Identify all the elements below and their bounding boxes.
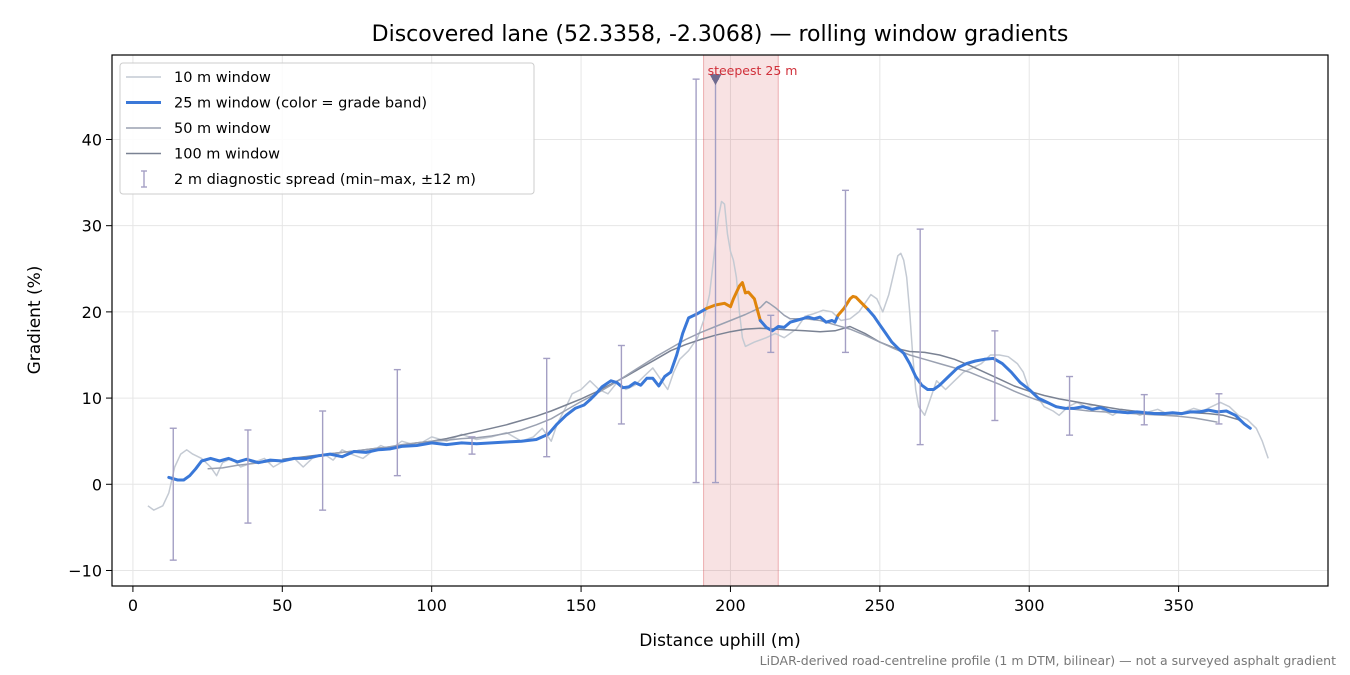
x-tick-label: 0 [128,596,138,615]
error-bar [916,228,924,446]
y-tick-label: 0 [92,475,102,494]
x-tick-label: 200 [715,596,746,615]
y-tick-label: 10 [82,389,102,408]
y-tick-label: 30 [82,217,102,236]
series-25m-segment [167,306,709,482]
error-bar [692,78,700,484]
x-axis-label: Distance uphill (m) [639,631,800,651]
legend-entry: 100 m window [126,147,280,163]
legend-label: 100 m window [174,147,280,163]
series-25m-segment [836,294,870,317]
legend-label: 25 m window (color = grade band) [174,96,427,112]
legend-entry: 2 m diagnostic spread (min–max, ±12 m) [141,170,476,188]
legend-entry: 10 m window [126,70,271,86]
error-bar [244,429,252,524]
error-bar [1066,375,1074,436]
legend-entry: 25 m window (color = grade band) [126,96,427,112]
legend: 10 m window 25 m window (color = grade ba… [119,62,535,195]
legend-label: 2 m diagnostic spread (min–max, ±12 m) [174,172,476,188]
error-bar [767,314,775,354]
error-bar [319,410,327,511]
error-bar [169,427,177,561]
x-tick-label: 100 [416,596,447,615]
chart-title: Discovered lane (52.3358, -2.3068) — rol… [372,22,1069,47]
error-bar [1215,393,1223,425]
x-tick-label: 50 [272,596,292,615]
y-tick-label: −10 [68,561,102,580]
x-tick-label: 350 [1163,596,1194,615]
error-bar [841,189,849,354]
x-tick-label: 250 [865,596,896,615]
error-bar [617,344,625,425]
error-bars: steepest 25 m [169,63,1223,561]
x-tick-label: 150 [566,596,597,615]
legend-label: 10 m window [174,70,271,86]
legend-box [119,62,535,195]
series-lines [147,200,1269,511]
error-bar [468,436,476,455]
axes: 0 50 100 150 200 250 300 350 −10 0 10 20 30 40 [68,54,1329,615]
series-25m-segment [758,313,840,333]
y-tick-label: 20 [82,303,102,322]
steepest-label: steepest 25 m [708,63,798,78]
legend-label: 50 m window [174,121,271,137]
legend-entry: 50 m window [126,121,271,137]
error-bar [393,368,401,477]
series-25m-segment [866,307,1252,430]
y-axis-label: Gradient (%) [25,266,45,375]
error-bar [1140,393,1148,426]
steepest-marker [709,74,722,86]
error-bar [991,330,999,422]
y-tick-label: 40 [82,130,102,149]
footnote: LiDAR-derived road-centreline profile (1… [760,653,1336,668]
series-25m-segment [705,281,762,322]
error-bar [543,357,551,458]
x-tick-label: 300 [1014,596,1045,615]
plot-frame [111,54,1329,587]
